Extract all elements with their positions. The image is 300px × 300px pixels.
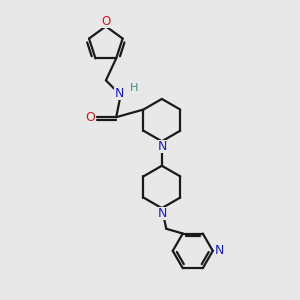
Text: N: N bbox=[115, 87, 124, 100]
Text: N: N bbox=[158, 140, 167, 153]
Text: O: O bbox=[86, 111, 95, 124]
Text: N: N bbox=[158, 207, 167, 220]
Text: N: N bbox=[214, 244, 224, 257]
Text: O: O bbox=[101, 14, 110, 28]
Text: H: H bbox=[130, 83, 138, 93]
